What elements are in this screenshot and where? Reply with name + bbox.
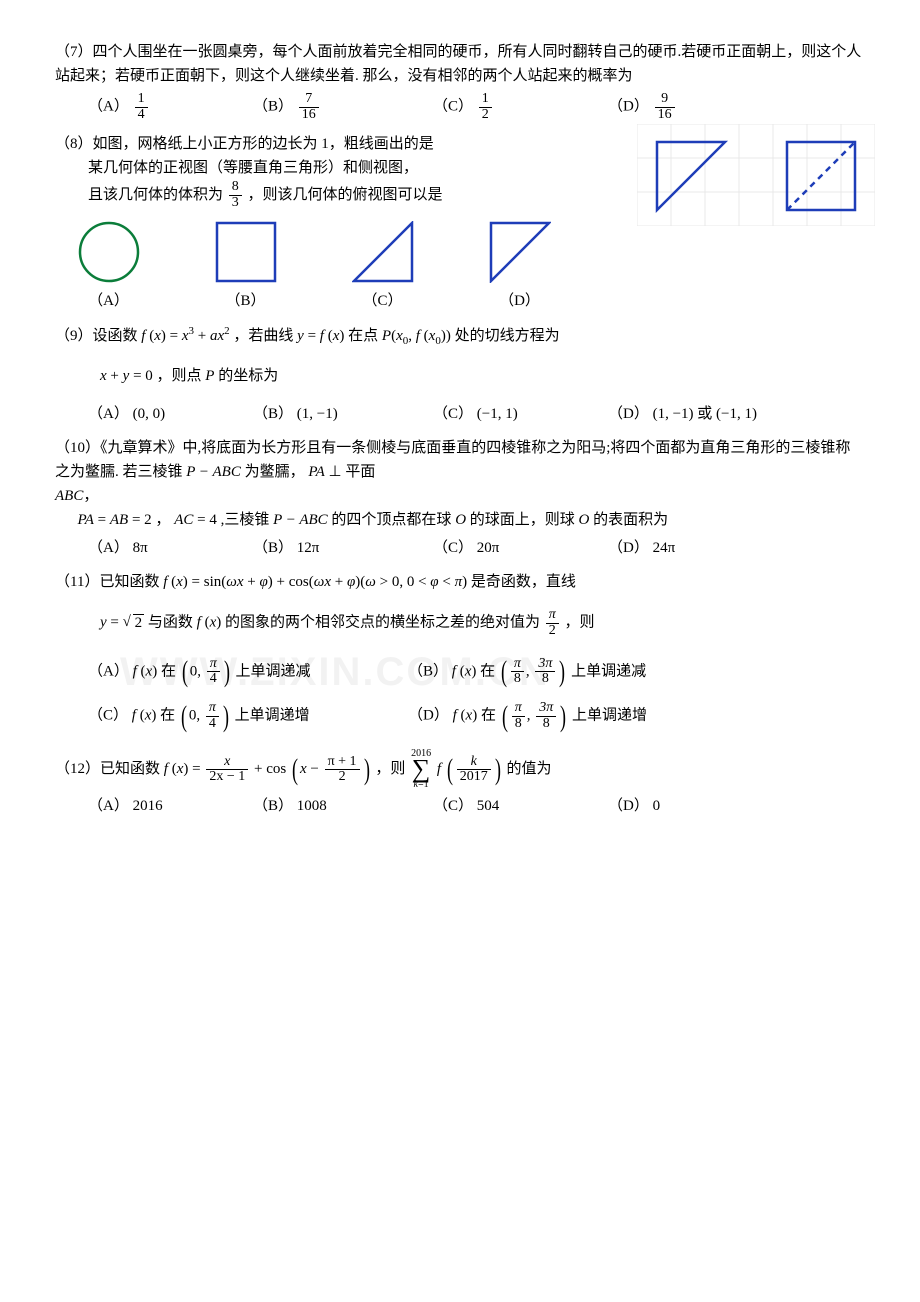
- q12-option-a: （A） 2016: [88, 794, 253, 818]
- q8-shape-a: （A）: [78, 221, 140, 313]
- q8-line1: （8）如图，网格纸上小正方形的边长为 1，粗线画出的是: [55, 136, 434, 152]
- q7-option-c: （C） 12: [433, 92, 608, 122]
- q10-option-b: （B） 12π: [253, 536, 433, 560]
- question-7: （7）四个人围坐在一张圆桌旁，每个人面前放着完全相同的硬币，所有人同时翻转自己的…: [55, 40, 865, 122]
- q8-shape-d: （D）: [489, 221, 551, 313]
- q9-option-c: （C） (−1, 1): [433, 402, 608, 426]
- q9-option-b: （B） (1, −1): [253, 402, 433, 426]
- q7-option-a: （A） 14: [88, 92, 253, 122]
- q11-option-c: （C） f (x) 在 (0, π4) 上单调递增: [88, 701, 408, 731]
- question-11: （11）已知函数 f (x) = sin(ωx + φ) + cos(ωx + …: [55, 570, 865, 731]
- q10-option-a: （A） 8π: [88, 536, 253, 560]
- q12-option-d: （D） 0: [608, 794, 660, 818]
- q11-option-a: （A） f (x) 在 (0, π4) 上单调递减: [88, 657, 408, 687]
- q12-option-c: （C） 504: [433, 794, 608, 818]
- q7-text: （7）四个人围坐在一张圆桌旁，每个人面前放着完全相同的硬币，所有人同时翻转自己的…: [55, 40, 865, 88]
- question-8: （8）如图，网格纸上小正方形的边长为 1，粗线画出的是 某几何体的正视图（等腰直…: [55, 132, 865, 312]
- q9-option-d: （D） (1, −1) 或 (−1, 1): [608, 402, 757, 426]
- question-12: （12）已知函数 f (x) = x2x − 1 + cos (x − π + …: [55, 749, 865, 818]
- q10-option-c: （C） 20π: [433, 536, 608, 560]
- q8-line2: 某几何体的正视图（等腰直角三角形）和侧视图，: [88, 160, 418, 176]
- q8-line3: 且该几何体的体积为 83 ，则该几何体的俯视图可以是: [88, 187, 443, 203]
- q11-option-d: （D） f (x) 在 (π8, 3π8) 上单调递增: [408, 701, 647, 731]
- q8-grid-figure: [637, 124, 875, 226]
- q11-option-b: （B） f (x) 在 (π8, 3π8) 上单调递减: [408, 657, 646, 687]
- q9-option-a: （A） (0, 0): [88, 402, 253, 426]
- q10-option-d: （D） 24π: [608, 536, 675, 560]
- q7-option-d: （D） 916: [608, 92, 677, 122]
- question-9: （9）设函数 f (x) = x3 + ax2 ，若曲线 y = f (x) 在…: [55, 323, 865, 427]
- question-10: （10）《九章算术》中,将底面为长方形且有一条侧棱与底面垂直的四棱锥称之为阳马;…: [55, 436, 865, 560]
- q7-option-b: （B） 716: [253, 92, 433, 122]
- q8-shape-c: （C）: [352, 221, 414, 313]
- q12-option-b: （B） 1008: [253, 794, 433, 818]
- q8-shape-b: （B）: [215, 221, 277, 313]
